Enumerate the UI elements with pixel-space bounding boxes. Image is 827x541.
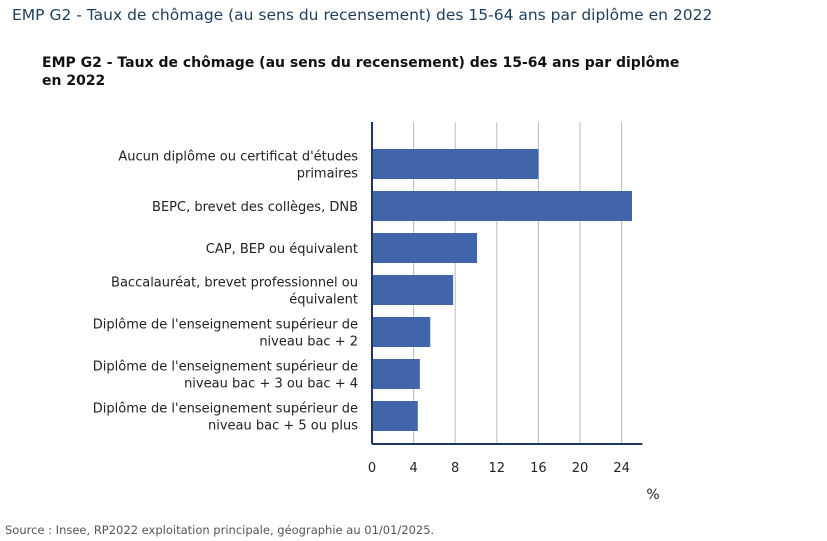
chart-title: EMP G2 - Taux de chômage (au sens du rec… xyxy=(42,55,680,89)
category-label: niveau bac + 2 xyxy=(259,335,358,350)
x-tick-label: 20 xyxy=(572,461,589,476)
x-tick-label: 4 xyxy=(409,461,417,476)
bar-chart: Aucun diplôme ou certificat d'études prim… xyxy=(93,122,660,503)
x-tick-label: 12 xyxy=(489,461,506,476)
x-tick-label: 8 xyxy=(451,461,459,476)
x-tick-label: 0 xyxy=(368,461,376,476)
page-title: EMP G2 - Taux de chômage (au sens du rec… xyxy=(12,6,713,24)
category-label: Diplôme de l'enseignement supérieur de xyxy=(93,318,358,333)
category-label: Diplôme de l'enseignement supérieur de xyxy=(93,360,358,375)
category-label: CAP, BEP ou équivalent xyxy=(206,242,358,257)
category-label: équivalent xyxy=(289,293,358,308)
chart-container: EMP G2 - Taux de chômage (au sens du rec… xyxy=(0,38,827,508)
category-label: niveau bac + 5 ou plus xyxy=(208,419,358,434)
x-tick-label: 24 xyxy=(613,461,630,476)
category-label: primaires xyxy=(297,167,359,182)
bar xyxy=(372,401,418,431)
category-label: niveau bac + 3 ou bac + 4 xyxy=(184,377,358,392)
category-label: Baccalauréat, brevet professionnel ou xyxy=(111,276,358,291)
category-label: BEPC, brevet des collèges, DNB xyxy=(152,200,358,215)
x-axis-label: % xyxy=(646,487,659,503)
bar xyxy=(372,317,431,347)
category-label: Aucun diplôme ou certificat d'études xyxy=(118,150,358,165)
x-tick-label: 16 xyxy=(530,461,547,476)
category-label: Diplôme de l'enseignement supérieur de xyxy=(93,402,358,417)
bar xyxy=(372,149,539,179)
bar xyxy=(372,359,420,389)
bar xyxy=(372,233,478,263)
bar xyxy=(372,191,632,221)
bar xyxy=(372,275,454,305)
source-note: Source : Insee, RP2022 exploitation prin… xyxy=(5,523,435,537)
